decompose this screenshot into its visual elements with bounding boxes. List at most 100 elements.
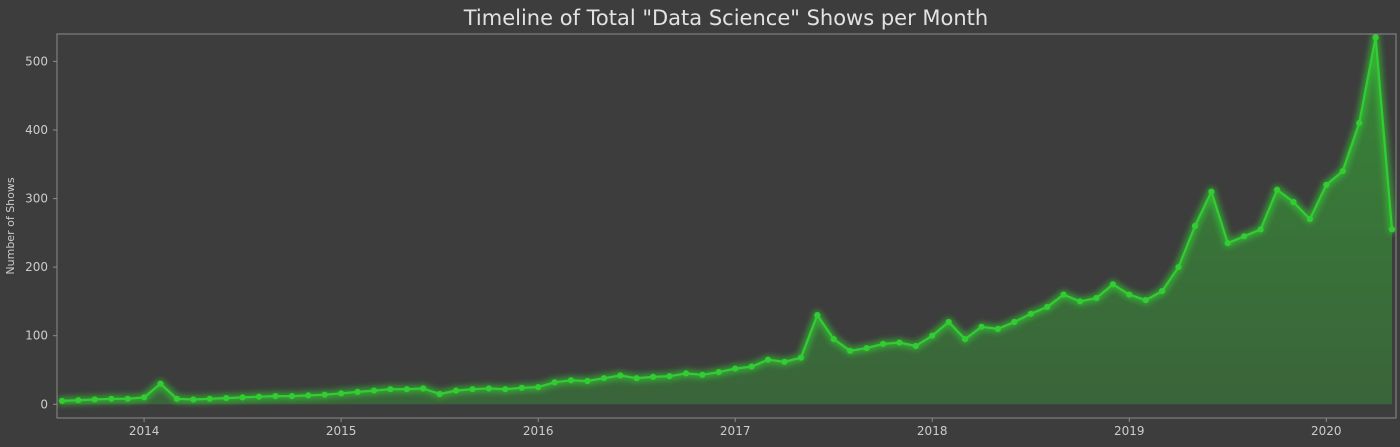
data-point xyxy=(305,392,312,399)
data-point xyxy=(1126,291,1133,298)
data-point xyxy=(206,395,213,402)
x-tick-label: 2016 xyxy=(523,424,554,438)
data-point xyxy=(863,345,870,352)
data-point xyxy=(469,386,476,393)
data-point xyxy=(847,347,854,354)
series-area xyxy=(62,37,1392,405)
data-point xyxy=(994,325,1002,332)
x-tick-label: 2019 xyxy=(1114,424,1145,438)
data-point xyxy=(272,393,279,400)
x-tick-label: 2015 xyxy=(326,424,357,438)
x-tick-label: 2018 xyxy=(917,424,948,438)
data-point xyxy=(354,388,361,395)
data-point xyxy=(764,356,772,363)
data-point xyxy=(485,385,492,392)
data-point xyxy=(1290,198,1297,206)
y-axis-ticks: 0 100 200 300 400 500 xyxy=(25,54,57,411)
data-point xyxy=(1142,297,1149,304)
data-point xyxy=(1356,120,1363,127)
data-point xyxy=(1388,226,1396,233)
data-point xyxy=(75,397,82,404)
data-point xyxy=(1274,186,1281,193)
data-point xyxy=(1257,226,1264,233)
data-point xyxy=(682,370,690,377)
data-point xyxy=(1208,188,1215,195)
data-point xyxy=(797,354,805,361)
data-point xyxy=(288,393,295,400)
data-point xyxy=(551,379,558,386)
data-point xyxy=(91,396,98,403)
data-point xyxy=(879,340,887,347)
data-point xyxy=(420,385,427,392)
data-point xyxy=(518,384,525,391)
y-tick-label: 500 xyxy=(25,54,48,68)
data-point xyxy=(173,395,180,402)
x-tick-label: 2014 xyxy=(129,424,160,438)
x-tick-label: 2020 xyxy=(1311,424,1342,438)
data-point xyxy=(223,395,230,402)
y-tick-label: 0 xyxy=(40,397,48,411)
data-point xyxy=(453,387,460,394)
data-point xyxy=(584,377,591,385)
x-tick-label: 2017 xyxy=(720,424,751,438)
data-point xyxy=(748,363,755,370)
data-point xyxy=(321,391,328,398)
data-point xyxy=(650,373,657,380)
data-point xyxy=(58,397,66,404)
data-point xyxy=(239,394,246,401)
data-point xyxy=(370,387,378,394)
data-point xyxy=(600,375,608,382)
data-point xyxy=(1109,281,1116,288)
data-point xyxy=(699,371,706,378)
data-point xyxy=(617,372,624,379)
y-tick-label: 300 xyxy=(25,192,48,206)
data-point xyxy=(1076,298,1084,305)
data-point xyxy=(1159,288,1166,295)
data-point xyxy=(567,377,575,384)
data-point xyxy=(157,380,164,387)
data-point xyxy=(929,332,936,339)
data-point xyxy=(1372,34,1379,41)
data-point xyxy=(1306,216,1313,223)
data-point xyxy=(1323,181,1330,188)
y-tick-label: 100 xyxy=(25,329,48,343)
data-point xyxy=(1011,318,1018,326)
data-point xyxy=(1339,168,1346,175)
data-point xyxy=(978,323,985,330)
x-axis-ticks: 2014 2015 2016 2017 2018 2019 2020 xyxy=(129,418,1342,438)
y-tick-label: 200 xyxy=(25,260,48,274)
data-point xyxy=(633,375,640,382)
data-point xyxy=(1093,294,1100,302)
data-point xyxy=(1060,291,1067,298)
data-point xyxy=(338,390,345,397)
chart-title: Timeline of Total "Data Science" Shows p… xyxy=(463,6,988,30)
data-point xyxy=(1175,264,1182,271)
data-point xyxy=(255,393,263,400)
data-point xyxy=(666,373,673,380)
data-point xyxy=(830,336,837,343)
data-point xyxy=(1241,233,1248,240)
y-tick-label: 400 xyxy=(25,123,48,137)
data-point xyxy=(190,396,197,403)
data-point xyxy=(436,390,443,398)
plot-area xyxy=(56,33,1397,419)
data-point xyxy=(403,386,410,393)
data-point xyxy=(1191,222,1199,230)
data-point xyxy=(945,318,952,326)
data-point xyxy=(108,395,115,402)
data-point xyxy=(962,336,969,343)
data-point xyxy=(732,365,739,372)
y-axis-label: Number of Shows xyxy=(4,177,17,274)
data-point xyxy=(781,358,788,365)
data-point xyxy=(387,386,394,393)
data-point xyxy=(896,339,903,346)
data-point xyxy=(814,312,821,319)
series-line xyxy=(61,36,1394,402)
data-point xyxy=(535,384,542,391)
data-point xyxy=(715,369,722,376)
data-point xyxy=(141,394,148,401)
data-point xyxy=(502,386,509,393)
data-point xyxy=(912,342,919,350)
data-point xyxy=(1044,303,1051,310)
